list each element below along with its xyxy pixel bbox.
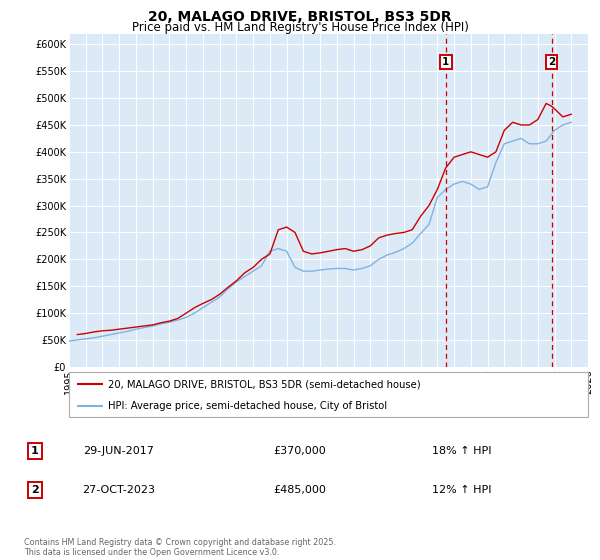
Text: Contains HM Land Registry data © Crown copyright and database right 2025.
This d: Contains HM Land Registry data © Crown c… [24,538,336,557]
Text: 1: 1 [31,446,39,456]
Text: 1: 1 [442,57,449,67]
Text: Price paid vs. HM Land Registry's House Price Index (HPI): Price paid vs. HM Land Registry's House … [131,21,469,34]
Text: 18% ↑ HPI: 18% ↑ HPI [431,446,491,456]
Text: 2: 2 [31,485,39,495]
Text: 29-JUN-2017: 29-JUN-2017 [83,446,154,456]
Text: 12% ↑ HPI: 12% ↑ HPI [431,485,491,495]
FancyBboxPatch shape [69,372,588,417]
Text: 20, MALAGO DRIVE, BRISTOL, BS3 5DR (semi-detached house): 20, MALAGO DRIVE, BRISTOL, BS3 5DR (semi… [108,380,421,390]
Text: £485,000: £485,000 [274,485,326,495]
Text: 2: 2 [548,57,555,67]
Text: 20, MALAGO DRIVE, BRISTOL, BS3 5DR: 20, MALAGO DRIVE, BRISTOL, BS3 5DR [148,10,452,24]
Text: 27-OCT-2023: 27-OCT-2023 [82,485,155,495]
Text: £370,000: £370,000 [274,446,326,456]
Text: HPI: Average price, semi-detached house, City of Bristol: HPI: Average price, semi-detached house,… [108,401,387,411]
